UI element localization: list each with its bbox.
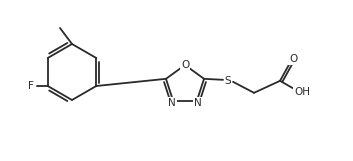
Text: O: O [289, 54, 297, 64]
Text: O: O [181, 60, 189, 70]
Text: OH: OH [294, 87, 310, 97]
Text: F: F [28, 81, 34, 91]
Text: S: S [225, 76, 231, 86]
Text: N: N [194, 98, 202, 108]
Text: N: N [168, 98, 176, 108]
